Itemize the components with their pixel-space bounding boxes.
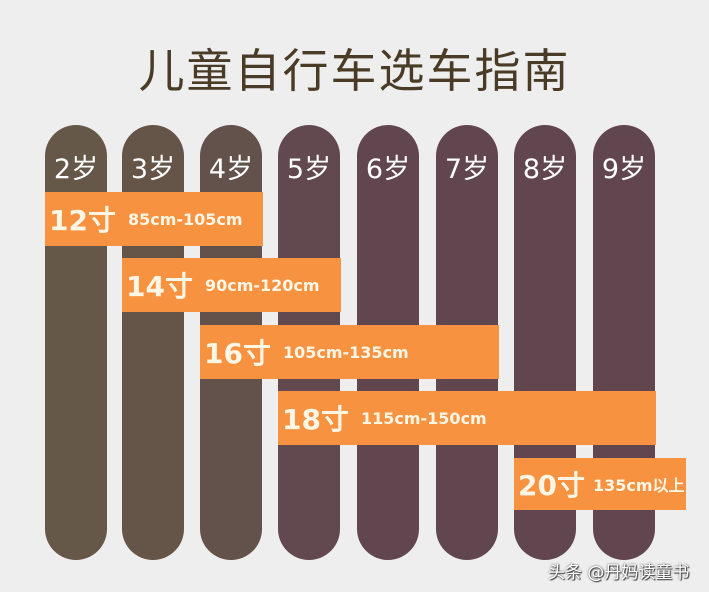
wheel-size: 20寸 [518,469,585,502]
height-range: 135cm以上 [592,476,685,495]
age-label: 5岁 [286,154,332,185]
size-bar-20: 20寸 135cm以上 [514,458,686,510]
age-label: 4岁 [208,154,254,185]
size-bar-16: 16寸 105cm-135cm [200,325,499,379]
age-column-2: 2岁 [45,125,107,560]
wheel-size: 12寸 [49,204,116,237]
age-label: 8岁 [522,154,568,185]
size-bar-18: 18寸 115cm-150cm [278,391,656,445]
age-label: 2岁 [53,154,99,185]
height-range: 90cm-120cm [204,275,320,295]
age-label: 7岁 [444,154,490,185]
height-range: 105cm-135cm [282,342,409,362]
wheel-size: 18寸 [282,403,349,436]
watermark: 头条 @丹妈读童书 [548,563,690,583]
age-label: 6岁 [365,154,411,185]
size-bar-14: 14寸 90cm-120cm [122,258,341,312]
height-range: 85cm-105cm [127,209,243,229]
age-label: 9岁 [601,154,647,185]
age-label: 3岁 [130,154,176,185]
chart-title: 儿童自行车选车指南 [138,44,571,98]
age-column-3: 3岁 [122,125,184,560]
height-range: 115cm-150cm [360,408,487,428]
wheel-size: 14寸 [126,270,193,303]
size-bar-12: 12寸 85cm-105cm [45,192,263,246]
wheel-size: 16寸 [204,337,271,370]
